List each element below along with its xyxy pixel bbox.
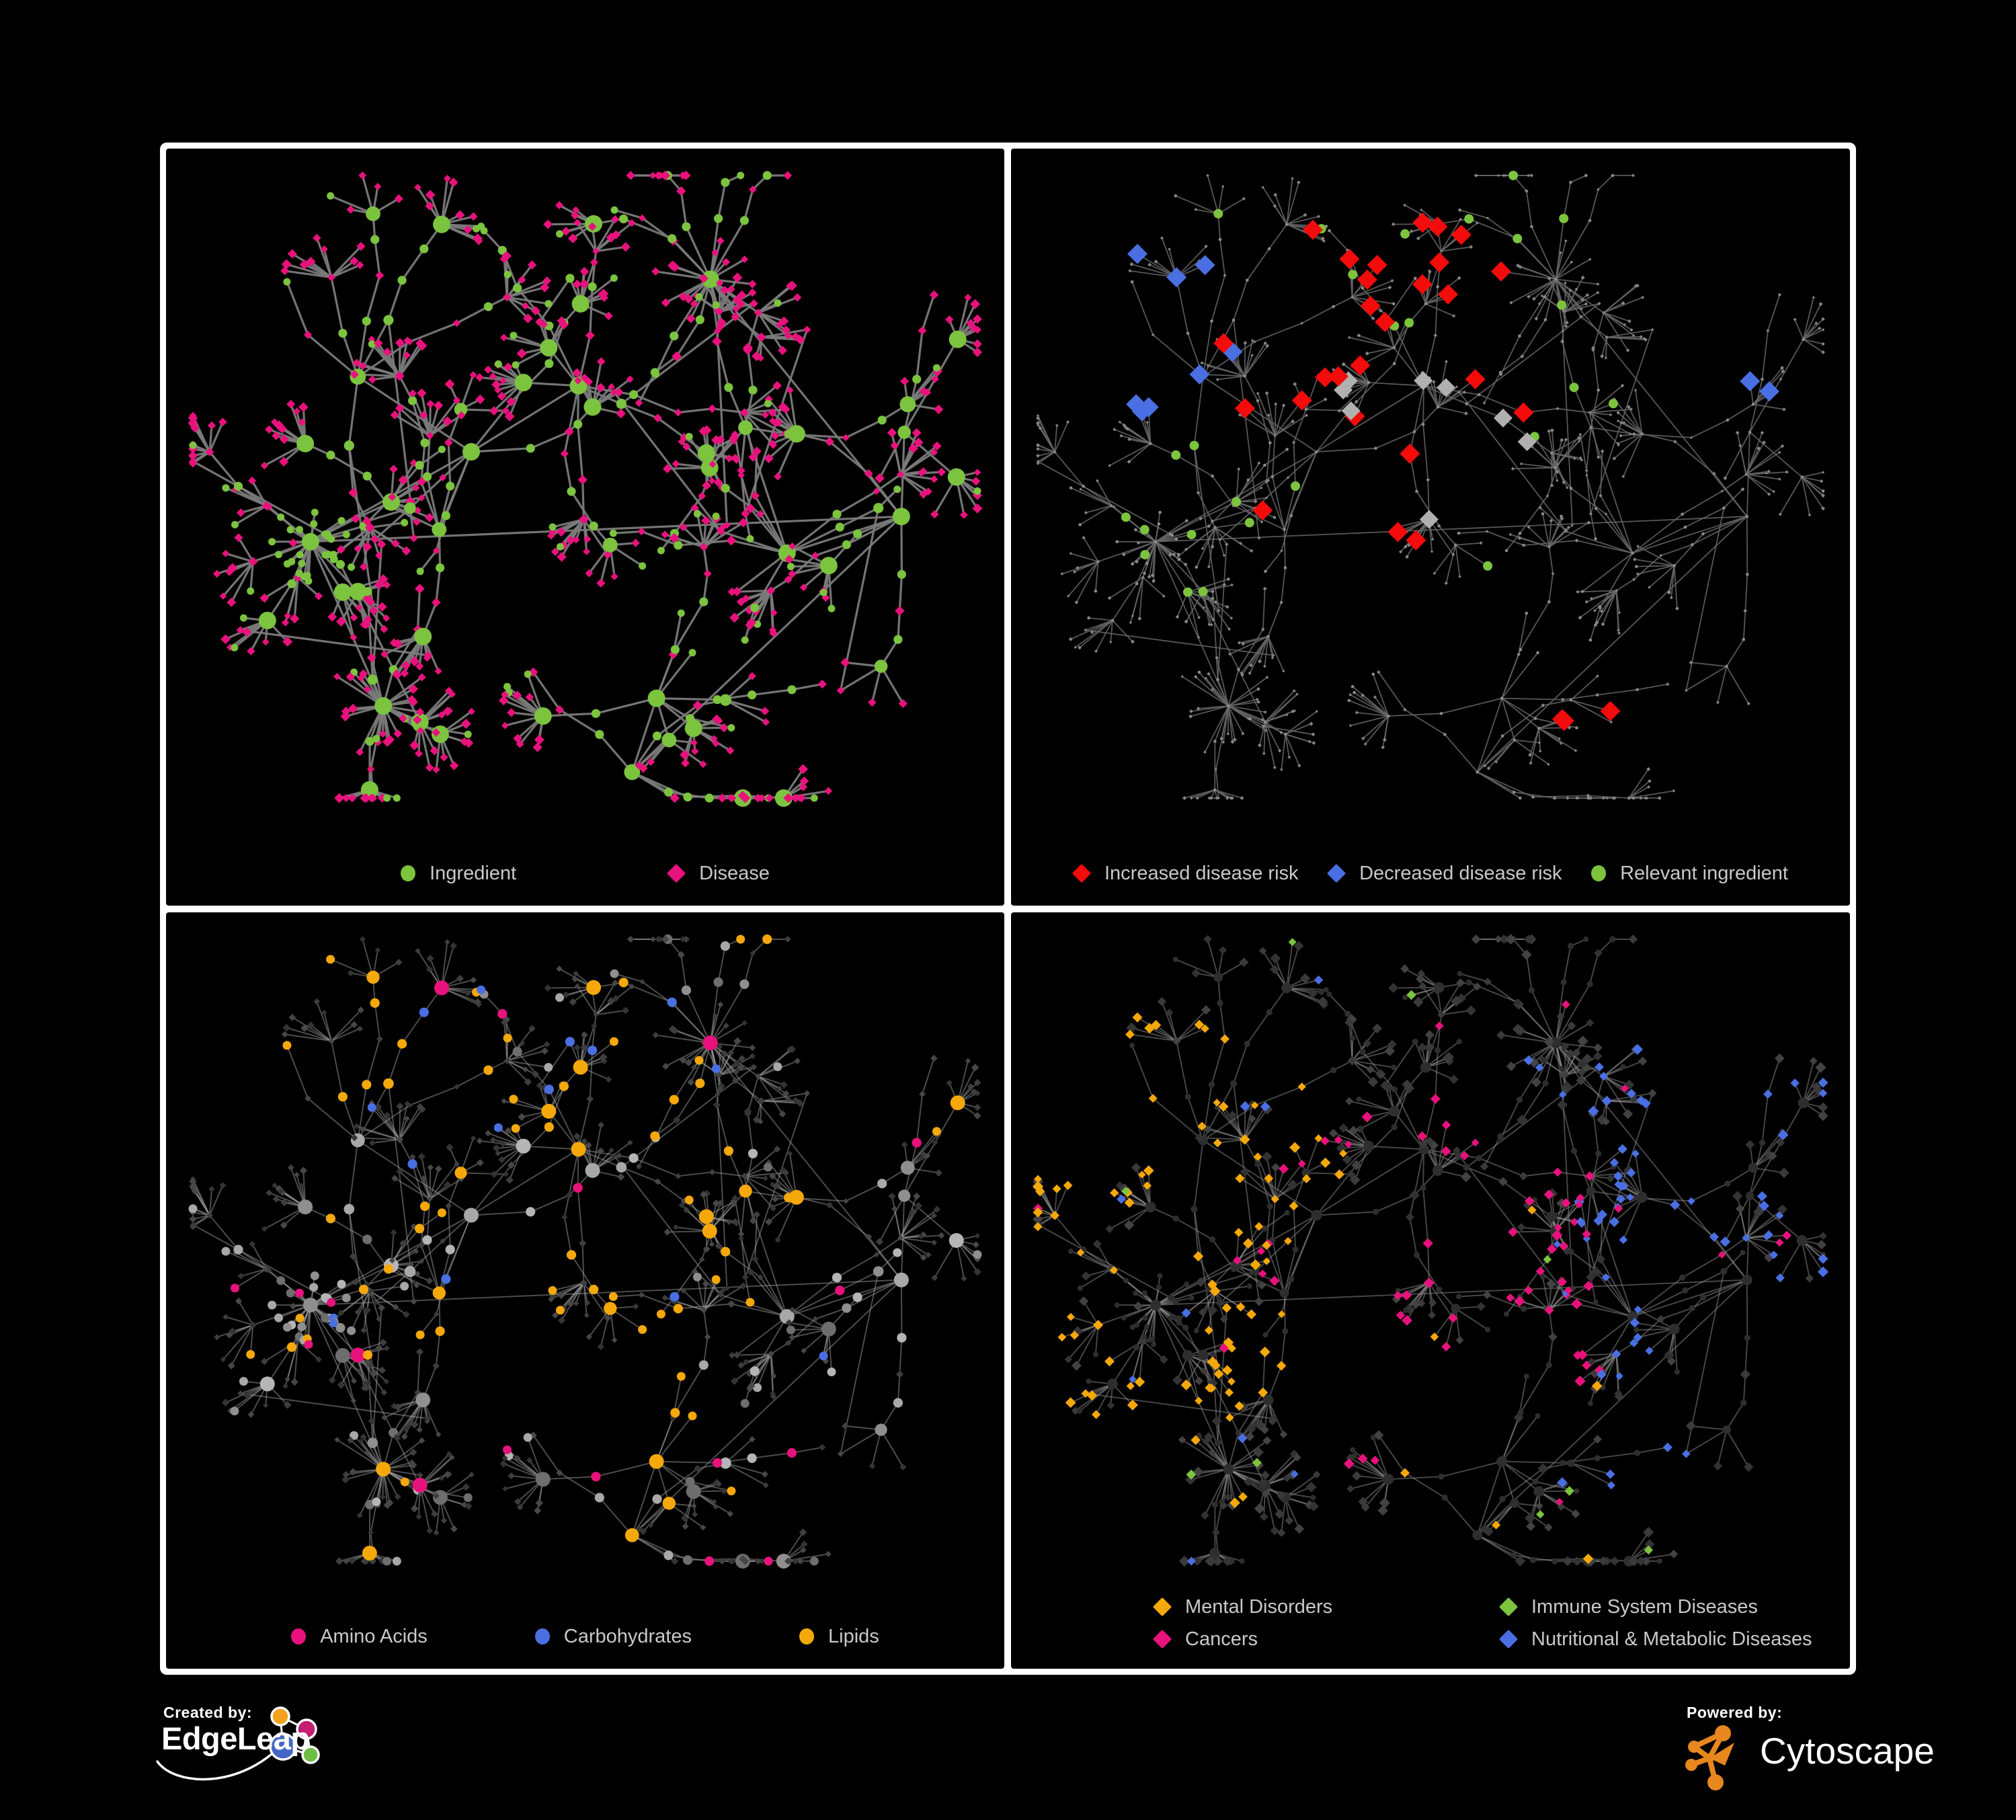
network-ingredient-disease — [166, 149, 1004, 825]
legend-nutrient-class: Amino Acids Carbohydrates Lipids — [166, 1623, 1004, 1650]
edgeleap-node-green — [301, 1745, 320, 1764]
legend-marker-diamond — [1498, 1597, 1519, 1617]
edgeleap-node-magenta — [296, 1718, 317, 1740]
legend-label: Cancers — [1185, 1628, 1258, 1650]
legend-label: Disease — [699, 863, 770, 884]
created-by-label: Created by: — [163, 1704, 253, 1721]
edgeleap-node-blue — [269, 1733, 297, 1761]
legend-marker-circle — [401, 865, 416, 881]
legend-item: Nutritional & Metabolic Diseases — [1498, 1626, 1812, 1653]
legend-item: Disease — [666, 860, 770, 887]
legend-ingredient-disease: Ingredient Disease — [166, 860, 1004, 887]
network-svg — [188, 170, 983, 807]
highlight-nodes-layer — [231, 934, 965, 1567]
legend-disease-risk: Increased disease risk Decreased disease … — [1011, 860, 1850, 887]
legend-item: Ingredient — [401, 860, 516, 887]
legend-item: Immune System Diseases — [1498, 1593, 1812, 1620]
network-svg — [188, 934, 982, 1569]
legend-marker-circle — [799, 1628, 814, 1645]
legend-label: Immune System Diseases — [1531, 1596, 1758, 1618]
legend-label: Amino Acids — [320, 1626, 428, 1647]
legend-item: Carbohydrates — [534, 1623, 692, 1650]
nodes-layer — [188, 170, 983, 807]
network-disease-risk — [1011, 149, 1850, 825]
legend-label: Ingredient — [430, 863, 517, 884]
powered-by-block: Powered by: Cytoscape — [1685, 1702, 1980, 1810]
legend-item: Increased disease risk — [1072, 860, 1299, 887]
legend-marker-diamond — [1072, 863, 1092, 883]
legend-label: Lipids — [828, 1626, 879, 1647]
legend-marker-diamond — [1152, 1597, 1172, 1617]
legend-item: Amino Acids — [291, 1623, 428, 1650]
legend-label: Increased disease risk — [1104, 863, 1299, 884]
legend-label: Carbohydrates — [563, 1626, 692, 1647]
network-nutrient-class — [166, 912, 1004, 1588]
legend-label: Mental Disorders — [1185, 1596, 1333, 1618]
legend-item: Lipids — [799, 1623, 879, 1650]
legend-item: Cancers — [1152, 1626, 1500, 1653]
panel-disease-risk: Increased disease risk Decreased disease … — [1011, 149, 1850, 906]
panel-nutrient-class: Amino Acids Carbohydrates Lipids — [166, 912, 1004, 1669]
network-svg — [1032, 934, 1829, 1567]
powered-by-label: Powered by: — [1687, 1704, 1783, 1721]
cytoscape-brand: Cytoscape — [1760, 1730, 1935, 1772]
edgeleap-nodes — [269, 1706, 320, 1764]
edges-layer — [1037, 175, 1824, 799]
panel-disease-category: Mental Disorders Immune System Diseases Ca… — [1011, 912, 1850, 1669]
legend-marker-diamond — [1498, 1629, 1519, 1649]
legend-item: Decreased disease risk — [1326, 860, 1562, 887]
edgeleap-swoosh — [156, 1748, 278, 1781]
panel-grid: Ingredient Disease Increased disease risk… — [160, 143, 1856, 1675]
legend-marker-circle — [534, 1628, 550, 1645]
legend-marker-diamond — [1152, 1629, 1172, 1649]
legend-marker-diamond — [666, 863, 686, 883]
legend-item: Mental Disorders — [1152, 1593, 1500, 1620]
highlight-nodes-layer — [1032, 938, 1829, 1566]
legend-label: Nutritional & Metabolic Diseases — [1531, 1628, 1812, 1650]
edgeleap-brand: EdgeLeap — [161, 1720, 310, 1756]
legend-disease-category: Mental Disorders Immune System Diseases Ca… — [1011, 1593, 1850, 1653]
legend-marker-circle — [291, 1628, 307, 1645]
network-disease-category — [1011, 912, 1850, 1588]
panel-ingredient-disease: Ingredient Disease — [166, 149, 1004, 906]
created-by-block: Created by: EdgeLeap — [156, 1702, 390, 1810]
cytoscape-logo-nodes — [1685, 1725, 1734, 1790]
network-svg — [1036, 171, 1825, 800]
edgeleap-node-orange — [270, 1706, 290, 1727]
legend-item: Relevant ingredient — [1591, 860, 1788, 887]
legend-label: Relevant ingredient — [1620, 863, 1788, 884]
legend-marker-circle — [1591, 865, 1607, 881]
legend-marker-diamond — [1326, 863, 1346, 883]
edgeleap-logo — [156, 1706, 320, 1781]
cytoscape-logo — [1685, 1725, 1734, 1790]
legend-label: Decreased disease risk — [1359, 863, 1562, 884]
highlight-nodes-layer — [1121, 171, 1779, 731]
